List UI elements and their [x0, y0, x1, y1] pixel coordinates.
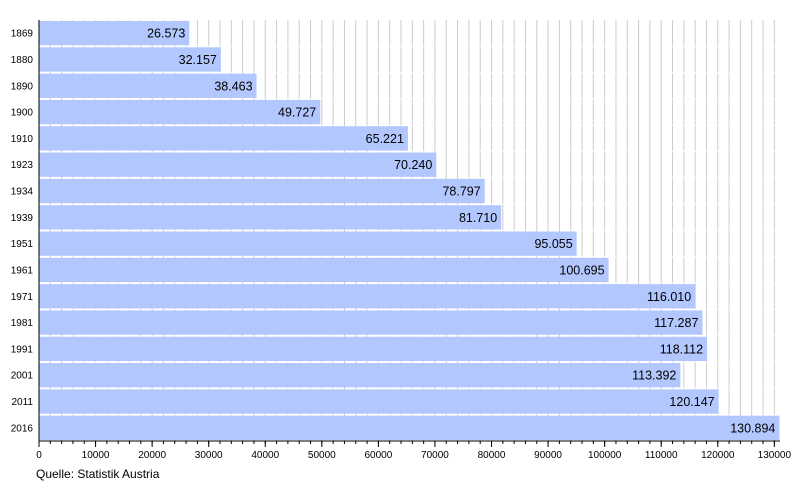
y-tick-label: 1971	[11, 292, 34, 303]
bar	[39, 284, 696, 309]
y-tick-label: 1900	[11, 108, 34, 119]
data-label: 38.463	[214, 79, 252, 93]
y-tick-label: 2016	[11, 423, 34, 434]
y-tick-label: 1869	[11, 29, 34, 40]
bar	[39, 310, 703, 335]
x-tick-label: 30000	[195, 450, 223, 461]
data-label: 117.287	[654, 316, 698, 330]
data-label: 113.392	[632, 369, 676, 383]
x-tick-label: 80000	[478, 450, 506, 461]
y-tick-label: 1880	[11, 55, 34, 66]
bar	[39, 363, 681, 388]
y-tick-label: 1910	[11, 134, 34, 145]
bar	[39, 257, 609, 283]
y-tick-label: 1951	[11, 239, 34, 250]
bar	[39, 47, 221, 72]
x-tick-label: 0	[36, 450, 42, 461]
x-tick-label: 100000	[588, 450, 622, 461]
data-label: 32.157	[179, 53, 217, 67]
bar	[39, 205, 502, 230]
data-label: 130.894	[730, 421, 775, 435]
x-tick-label: 60000	[364, 450, 392, 461]
x-tick-label: 70000	[421, 450, 449, 461]
y-tick-label: 1923	[11, 160, 34, 171]
x-tick-label: 50000	[308, 450, 336, 461]
bar	[39, 415, 780, 440]
y-tick-label: 2011	[11, 397, 33, 408]
y-tick-label: 2001	[11, 371, 34, 382]
bar	[39, 99, 321, 125]
data-label: 78.797	[442, 185, 480, 199]
bar	[39, 178, 485, 204]
bar	[39, 73, 257, 98]
y-tick-label: 1934	[11, 187, 34, 198]
x-tick-label: 40000	[251, 450, 279, 461]
data-label: 118.112	[660, 342, 703, 356]
bar	[39, 21, 190, 46]
x-tick-label: 110000	[645, 450, 678, 461]
y-tick-label: 1981	[11, 318, 34, 329]
x-tick-label: 130000	[758, 450, 792, 461]
data-label: 95.055	[534, 237, 572, 251]
x-tick-label: 90000	[534, 450, 562, 461]
data-label: 49.727	[278, 106, 316, 120]
x-tick-label: 10000	[82, 450, 110, 461]
y-tick-label: 1961	[11, 265, 34, 276]
x-tick-label: 120000	[701, 450, 735, 461]
bar	[39, 126, 408, 151]
data-label: 120.147	[669, 395, 714, 409]
data-label: 65.221	[366, 132, 404, 146]
bar	[39, 336, 708, 362]
bar	[39, 152, 437, 177]
data-label: 70.240	[394, 158, 432, 172]
x-tick-label: 20000	[138, 450, 166, 461]
y-tick-label: 1939	[11, 213, 34, 224]
y-tick-label: 1991	[11, 344, 34, 355]
data-label: 100.695	[559, 263, 604, 277]
y-tick-label: 1890	[11, 81, 34, 92]
data-label: 81.710	[459, 211, 497, 225]
bar	[39, 231, 577, 256]
source-note: Quelle: Statistik Austria	[36, 467, 160, 481]
bar	[39, 389, 719, 414]
data-label: 116.010	[647, 290, 691, 304]
data-label: 26.573	[147, 27, 185, 41]
